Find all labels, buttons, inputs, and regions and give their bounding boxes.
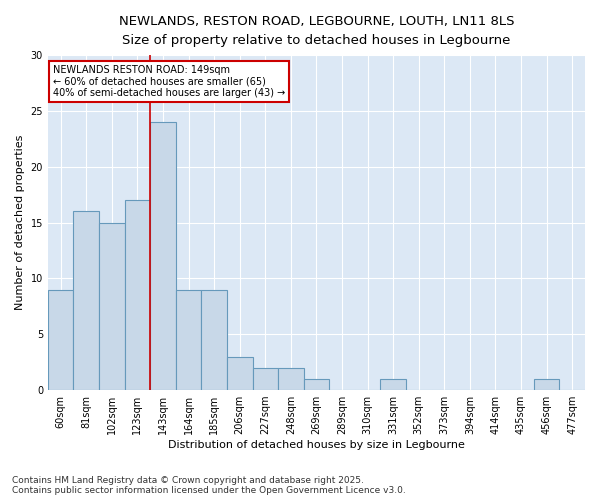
Bar bbox=[176, 290, 202, 390]
Title: NEWLANDS, RESTON ROAD, LEGBOURNE, LOUTH, LN11 8LS
Size of property relative to d: NEWLANDS, RESTON ROAD, LEGBOURNE, LOUTH,… bbox=[119, 15, 514, 47]
Bar bbox=[253, 368, 278, 390]
X-axis label: Distribution of detached houses by size in Legbourne: Distribution of detached houses by size … bbox=[168, 440, 465, 450]
Text: NEWLANDS RESTON ROAD: 149sqm
← 60% of detached houses are smaller (65)
40% of se: NEWLANDS RESTON ROAD: 149sqm ← 60% of de… bbox=[53, 65, 286, 98]
Bar bbox=[48, 290, 73, 390]
Bar bbox=[380, 379, 406, 390]
Bar bbox=[73, 212, 99, 390]
Y-axis label: Number of detached properties: Number of detached properties bbox=[15, 135, 25, 310]
Bar bbox=[278, 368, 304, 390]
Bar bbox=[304, 379, 329, 390]
Bar bbox=[202, 290, 227, 390]
Bar bbox=[534, 379, 559, 390]
Bar bbox=[150, 122, 176, 390]
Bar bbox=[125, 200, 150, 390]
Text: Contains HM Land Registry data © Crown copyright and database right 2025.
Contai: Contains HM Land Registry data © Crown c… bbox=[12, 476, 406, 495]
Bar bbox=[99, 222, 125, 390]
Bar bbox=[227, 356, 253, 390]
